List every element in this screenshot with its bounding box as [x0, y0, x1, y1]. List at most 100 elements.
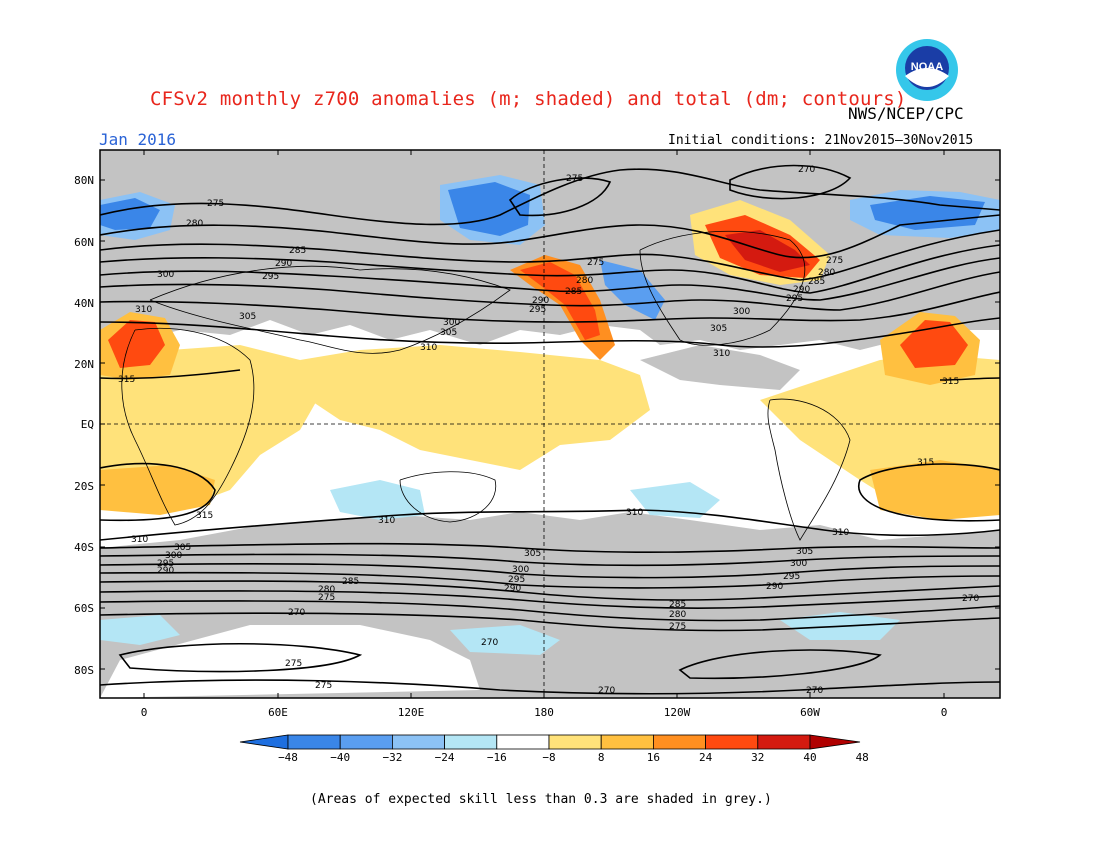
lon-label: 0 [941, 706, 948, 719]
coast-eurasia [149, 265, 511, 354]
colorbar-label: −32 [382, 751, 402, 764]
contour-label: 300 [733, 307, 750, 317]
colorbar-label: 48 [856, 751, 869, 764]
longitude-axis: 0 60E 120E 180 120W 60W 0 [141, 706, 948, 719]
hot-anomaly-north-pacific [520, 262, 600, 340]
colorbar [239, 734, 861, 750]
footnote: (Areas of expected skill less than 0.3 a… [310, 792, 772, 807]
lon-label: 0 [141, 706, 148, 719]
contour-label: 285 [289, 246, 306, 256]
cold-anomaly-gulf-alaska [600, 260, 665, 320]
colorbar-labels: −48 −40 −32 −24 −16 −8 8 16 24 32 40 48 [278, 751, 869, 764]
lon-label: 180 [534, 706, 554, 719]
colorbar-arrow-high [809, 734, 861, 750]
latitude-ticks [100, 179, 1000, 670]
colorbar-label: 16 [647, 751, 660, 764]
contour-label: 310 [713, 349, 730, 359]
contour-290-north [100, 244, 1000, 294]
initial-conditions: Initial conditions: 21Nov2015–30Nov2015 [668, 133, 974, 148]
contour-label: 310 [832, 528, 849, 538]
contour-label: 310 [420, 343, 437, 353]
contour-label: 285 [669, 600, 686, 610]
colorbar-swatch [653, 734, 707, 750]
contour-label: 280 [186, 219, 203, 229]
coast-australia [399, 471, 497, 523]
agency-label: NWS/NCEP/CPC [848, 104, 964, 123]
contour-label: 300 [157, 270, 174, 280]
contour-label: 305 [440, 328, 457, 338]
colorbar-swatch [496, 734, 550, 750]
lon-label: 60W [800, 706, 820, 719]
contour-label: 315 [917, 458, 934, 468]
contour-label: 290 [157, 566, 174, 576]
contour-label: 275 [318, 593, 335, 603]
contour-285-south [100, 580, 1000, 601]
contour-label: 310 [135, 305, 152, 315]
colorbar-label: −16 [487, 751, 507, 764]
contour-label: 290 [275, 259, 292, 269]
noaa-logo: NOAA [896, 39, 958, 101]
contour-285-north [100, 229, 1000, 281]
contour-label: 275 [826, 256, 843, 266]
lon-label: 120E [398, 706, 425, 719]
colorbar-label: −48 [278, 751, 298, 764]
lat-label: 40S [74, 541, 94, 554]
hot-anomaly-atlantic-west [108, 320, 165, 368]
colorbar-label: 40 [803, 751, 816, 764]
contour-label: 300 [512, 565, 529, 575]
lat-label: 80S [74, 664, 94, 677]
contour-305-south [100, 542, 1000, 553]
contour-270-arctic [729, 164, 852, 200]
contour-275-antarctic-b [678, 649, 882, 680]
contour-label: 275 [315, 681, 332, 691]
contour-label: 305 [524, 549, 541, 559]
grey-skill-north [100, 150, 1000, 350]
colorbar-label: 32 [751, 751, 764, 764]
contour-label: 295 [529, 305, 546, 315]
colorbar-swatch [548, 734, 602, 750]
colorbar-label: −24 [435, 751, 455, 764]
contour-270-antarctic [100, 679, 1000, 695]
contour-label: 305 [239, 312, 256, 322]
contour-295-south [100, 562, 1000, 579]
coastlines [121, 230, 851, 541]
colorbar-label: 8 [598, 751, 605, 764]
grey-skill-east-tropics [640, 345, 800, 390]
contour-label: 300 [443, 318, 460, 328]
warm-band-pacific [300, 345, 650, 470]
coast-north-america [639, 230, 806, 346]
contour-305-north [100, 291, 1000, 323]
contour-300-north [100, 271, 1000, 311]
contour-290-south [100, 571, 1000, 589]
contour-label: 295 [262, 272, 279, 282]
contour-label: 295 [783, 572, 800, 582]
shaded-fields [100, 150, 1000, 698]
contour-label: 310 [131, 535, 148, 545]
contour-315-tropics [100, 369, 1000, 381]
colorbar-label: 24 [699, 751, 713, 764]
contour-310-north [100, 317, 1000, 348]
colorbar-swatch [391, 734, 445, 750]
contour-label: 295 [508, 575, 525, 585]
colorbar-swatch [287, 734, 341, 750]
svg-text:NOAA: NOAA [911, 61, 943, 73]
lat-label: 60N [74, 236, 94, 249]
contour-label: 315 [942, 377, 959, 387]
contour-label: 270 [481, 638, 498, 648]
colorbar-swatch [705, 734, 759, 750]
contour-label: 305 [174, 543, 191, 553]
longitude-ticks [143, 150, 945, 698]
contour-label: 310 [378, 516, 395, 526]
contour-label: 280 [576, 276, 593, 286]
contour-label: 285 [808, 277, 825, 287]
contour-label: 270 [288, 608, 305, 618]
contour-label: 270 [962, 594, 979, 604]
contour-label: 270 [806, 686, 823, 696]
contour-label: 285 [342, 577, 359, 587]
contour-label: 270 [798, 165, 815, 175]
contour-275-siberia [508, 177, 612, 217]
colorbar-label: −40 [330, 751, 350, 764]
contour-lines [100, 164, 1000, 695]
contour-label: 290 [504, 584, 521, 594]
